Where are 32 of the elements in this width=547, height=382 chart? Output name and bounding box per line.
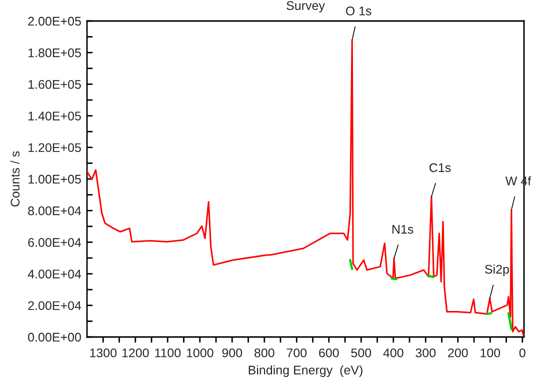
x-tick-label: 0 <box>519 348 526 358</box>
x-tick-label: 1300 <box>90 348 117 358</box>
x-tick-label: 700 <box>286 348 307 358</box>
x-tick-label: 300 <box>416 348 436 358</box>
y-tick-label: 1.00E+05 <box>28 174 81 184</box>
y-axis-title: Counts / s <box>10 151 20 206</box>
y-tick-label: 2.00E+04 <box>28 301 82 310</box>
x-tick-label: 1000 <box>186 348 214 358</box>
x-tick-label: 500 <box>351 348 372 358</box>
annotation: Si2p <box>485 264 509 276</box>
chart-title: Survey <box>286 1 325 12</box>
y-tick-label: 1.20E+05 <box>28 143 81 152</box>
x-tick-label: 400 <box>383 348 404 358</box>
x-tick-label: 1100 <box>155 348 181 358</box>
y-tick-label: 1.80E+05 <box>28 48 81 58</box>
annotation: O 1s <box>346 6 372 16</box>
y-tick-label: 4.00E+04 <box>28 270 82 278</box>
x-tick-label: 800 <box>254 348 274 358</box>
y-tick-label: 8.00E+04 <box>28 206 82 216</box>
x-axis-title: Binding Energy (eV) <box>248 365 362 377</box>
annotation: N1s <box>392 225 414 234</box>
y-tick-label: 1.60E+05 <box>28 80 81 89</box>
x-tick-label: 200 <box>448 348 468 358</box>
y-tick-label: 0.00E+00 <box>28 332 81 342</box>
y-tick-label: 1.40E+05 <box>28 112 81 120</box>
x-tick-label: 100 <box>480 348 500 358</box>
x-tick-label: 900 <box>222 348 242 358</box>
annotation: C1s <box>430 163 451 172</box>
x-tick-label: 1200 <box>122 348 149 358</box>
y-tick-label: 6.00E+04 <box>28 238 82 247</box>
y-tick-label: 2.00E+05 <box>28 16 81 26</box>
x-tick-label: 600 <box>319 348 339 358</box>
